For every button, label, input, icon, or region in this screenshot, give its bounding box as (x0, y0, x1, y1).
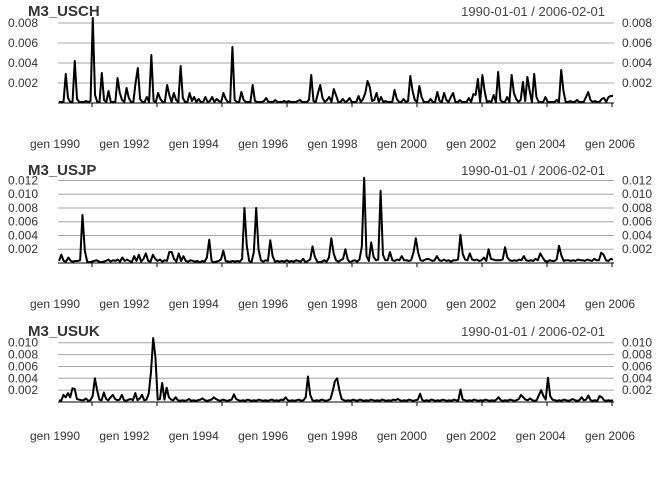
y-tick-label-right: 0.008 (622, 348, 652, 362)
x-tick-label: gen 1994 (169, 297, 219, 311)
x-tick-label: gen 2004 (516, 137, 566, 151)
x-tick-label: gen 1996 (238, 137, 288, 151)
y-tick-label-right: 0.006 (622, 36, 652, 50)
y-tick-label-left: 0.006 (8, 359, 38, 373)
x-tick-label: gen 2002 (446, 429, 496, 443)
y-tick-label-right: 0.010 (622, 336, 652, 350)
x-tick-label: gen 1996 (238, 429, 288, 443)
chart-panel-3: M3_USUK 1990-01-01 / 2006-02-01 0.002 0.002… (8, 323, 652, 443)
x-tick-label: gen 1994 (169, 137, 219, 151)
chart-date-range: 1990-01-01 / 2006-02-01 (461, 4, 605, 19)
y-tick-label-left: 0.006 (8, 215, 38, 229)
y-tick-label-right: 0.008 (622, 16, 652, 30)
y-tick-label-right: 0.004 (622, 56, 652, 70)
x-tick-label: gen 2000 (377, 137, 427, 151)
series-line-1 (58, 176, 614, 264)
x-tick-label: gen 1998 (307, 297, 357, 311)
y-tick-label-left: 0.010 (8, 187, 38, 201)
x-tick-label: gen 1990 (30, 429, 80, 443)
x-tick-label: gen 2004 (516, 429, 566, 443)
chart-title: M3_USCH (28, 3, 100, 20)
y-tick-label-right: 0.004 (622, 371, 652, 385)
x-tick-label: gen 2006 (585, 429, 635, 443)
y-tick-label-right: 0.002 (622, 242, 652, 256)
y-tick-label-right: 0.002 (622, 76, 652, 90)
x-tick-label: gen 1994 (169, 429, 219, 443)
x-tick-label: gen 1990 (30, 137, 80, 151)
y-tick-label-right: 0.010 (622, 187, 652, 201)
series-line-1 (59, 17, 613, 103)
x-tick-label: gen 2006 (585, 137, 635, 151)
x-tick-label: gen 2000 (377, 429, 427, 443)
x-tick-label: gen 2006 (585, 297, 635, 311)
y-tick-label-left: 0.008 (8, 348, 38, 362)
y-tick-label-left: 0.004 (8, 228, 38, 242)
y-tick-label-left: 0.004 (8, 56, 38, 70)
x-tick-label: gen 2002 (446, 137, 496, 151)
chart-title: M3_USJP (28, 162, 96, 179)
y-tick-label-left: 0.008 (8, 201, 38, 215)
chart-date-range: 1990-01-01 / 2006-02-01 (461, 163, 605, 178)
chart-title: M3_USUK (28, 323, 100, 340)
x-tick-label: gen 1996 (238, 297, 288, 311)
y-tick-label-left: 0.002 (8, 383, 38, 397)
chart-panel-1: M3_USCH 1990-01-01 / 2006-02-01 0.002 0.002… (8, 3, 652, 151)
y-tick-label-right: 0.012 (622, 173, 652, 187)
x-tick-label: gen 1990 (30, 297, 80, 311)
y-tick-label-right: 0.006 (622, 359, 652, 373)
x-tick-label: gen 2002 (446, 297, 496, 311)
x-tick-label: gen 1992 (99, 297, 149, 311)
y-tick-label-left: 0.002 (8, 76, 38, 90)
y-tick-label-left: 0.008 (8, 16, 38, 30)
x-tick-label: gen 1992 (99, 429, 149, 443)
x-tick-label: gen 1992 (99, 137, 149, 151)
y-tick-label-left: 0.002 (8, 242, 38, 256)
y-tick-label-right: 0.008 (622, 201, 652, 215)
y-tick-label-right: 0.006 (622, 215, 652, 229)
y-tick-label-left: 0.012 (8, 173, 38, 187)
x-tick-label: gen 2000 (377, 297, 427, 311)
y-tick-label-left: 0.010 (8, 336, 38, 350)
series-line-1 (58, 337, 614, 402)
x-tick-label: gen 1998 (307, 137, 357, 151)
y-tick-label-left: 0.004 (8, 371, 38, 385)
y-tick-label-right: 0.004 (622, 228, 652, 242)
y-tick-label-right: 0.002 (622, 383, 652, 397)
y-tick-label-left: 0.006 (8, 36, 38, 50)
chart-date-range: 1990-01-01 / 2006-02-01 (461, 324, 605, 339)
chart-panel-2: M3_USJP 1990-01-01 / 2006-02-01 0.002 0.002… (8, 162, 652, 311)
x-tick-label: gen 1998 (307, 429, 357, 443)
x-tick-label: gen 2004 (516, 297, 566, 311)
